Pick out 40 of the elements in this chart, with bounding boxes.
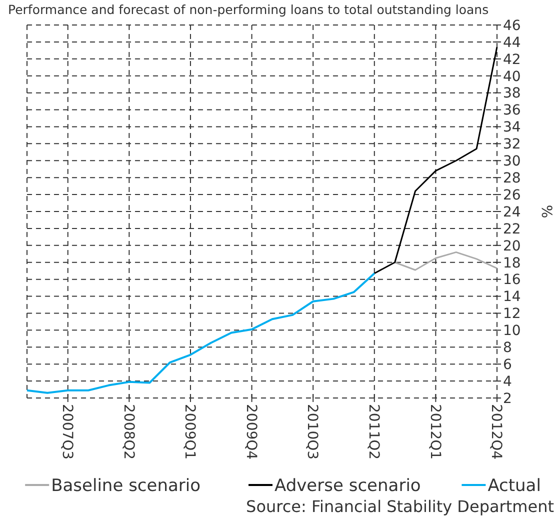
y-tick-label: 14 (503, 289, 521, 306)
x-tick-label: 2009Q4 (242, 404, 259, 460)
y-tick-label: 16 (503, 272, 521, 288)
y-tick-label: 36 (503, 102, 521, 119)
y-tick-label: 24 (503, 204, 521, 220)
y-tick-label: 26 (503, 187, 521, 204)
x-tick-label: 2011Q2 (365, 404, 382, 460)
y-tick-label: 18 (503, 255, 521, 272)
y-tick-label: 8 (503, 340, 512, 356)
y-axis-title: % (538, 204, 554, 218)
x-tick-label: 2009Q1 (182, 404, 198, 460)
x-tick-label: 2010Q3 (304, 404, 320, 460)
source-note: Source: Financial Stability Department (246, 497, 554, 516)
x-tick-label: 2012Q4 (488, 404, 504, 460)
x-tick-label: 2007Q3 (58, 404, 75, 460)
legend-label: Adverse scenario (274, 476, 421, 496)
legend-label: Actual (488, 476, 541, 496)
y-tick-label: 40 (503, 68, 521, 85)
line-series (374, 46, 498, 274)
y-tick-label: 38 (503, 86, 521, 102)
y-tick-label: 42 (503, 52, 521, 68)
y-tick-label: 2 (503, 390, 512, 407)
y-tick-label: 12 (503, 306, 521, 322)
y-tick-label: 22 (503, 221, 521, 238)
y-tick-label: 28 (503, 170, 521, 186)
y-tick-label: 4 (503, 374, 512, 390)
legend-label: Baseline scenario (51, 476, 201, 496)
y-tick-label: 6 (503, 356, 512, 373)
x-tick-label: 2012Q1 (426, 404, 443, 460)
chart-title: Performance and forecast of non-performing loans to total outstanding loans (8, 2, 489, 17)
x-tick-label: 2008Q2 (120, 404, 136, 460)
y-tick-label: 10 (503, 323, 521, 340)
y-tick-label: 32 (503, 136, 521, 153)
line-series (26, 272, 376, 394)
line-series (394, 251, 498, 271)
y-tick-label: 20 (503, 238, 521, 254)
y-tick-label: 46 (503, 18, 521, 34)
y-tick-label: 34 (503, 120, 521, 136)
y-tick-label: 44 (503, 34, 521, 51)
y-tick-label: 30 (503, 154, 521, 170)
